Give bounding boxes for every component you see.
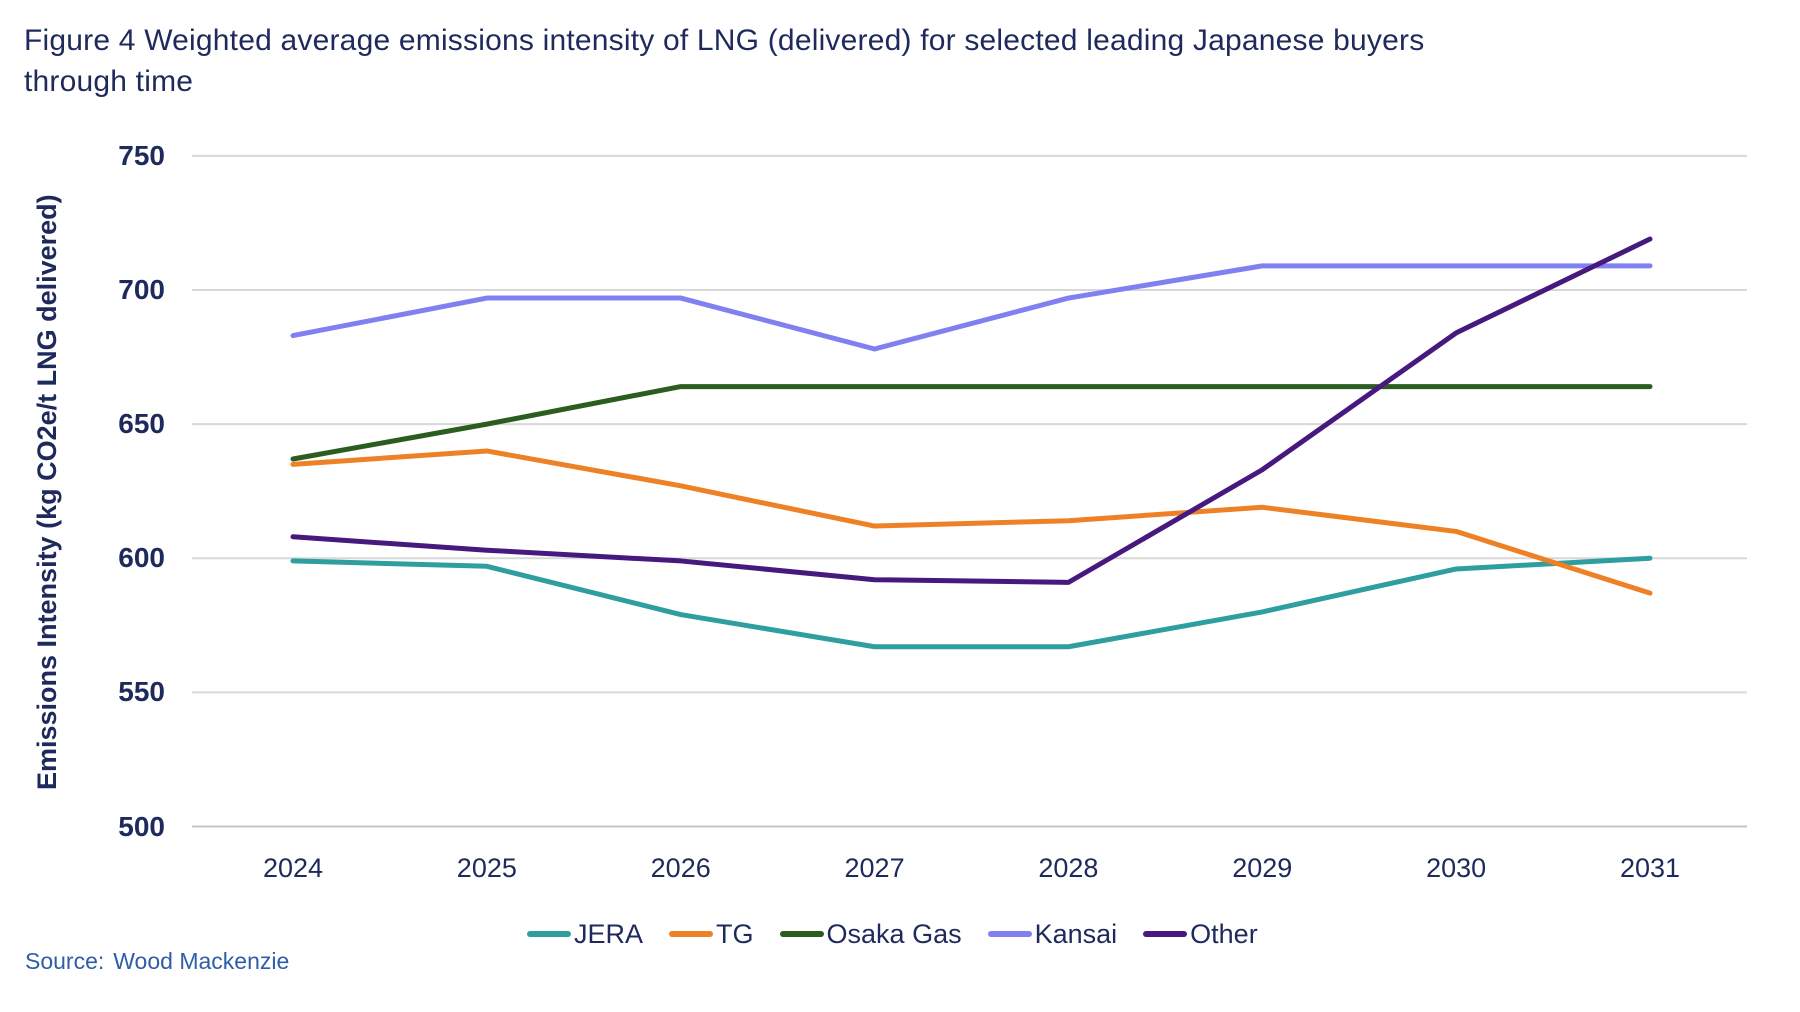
source-text: Wood Mackenzie [113, 948, 290, 974]
legend-swatch-osaka-gas [779, 931, 824, 937]
y-tick-label: 600 [118, 542, 165, 574]
series-line-other [290, 236, 1653, 585]
series-line-jera [290, 555, 1653, 650]
legend-swatch-tg [669, 931, 714, 937]
legend-label-kansai: Kansai [1034, 918, 1118, 949]
y-tick-label: 650 [118, 408, 165, 440]
y-tick-label: 700 [118, 274, 165, 305]
series-line-kansai [290, 263, 1653, 352]
x-tick-label: 2027 [844, 853, 905, 883]
x-tick-label: 2026 [650, 853, 711, 883]
legend-item-osaka-gas: Osaka Gas [779, 918, 962, 950]
x-tick-label: 2028 [1038, 853, 1099, 883]
legend-label-jera: JERA [574, 918, 644, 949]
figure-title-line1: Figure 4 Weighted average emissions inte… [24, 24, 1425, 57]
chart-legend: JERA TG Osaka Gas Kansai Other [527, 916, 1258, 952]
legend-label-other: Other [1190, 918, 1258, 949]
source-label: Source: [25, 948, 105, 974]
series-line-osaka-gas [290, 384, 1653, 462]
y-tick-label: 500 [118, 810, 165, 842]
legend-swatch-jera [527, 931, 571, 937]
x-tick-label: 2031 [1619, 853, 1681, 883]
x-tick-label: 2024 [262, 853, 324, 883]
legend-label-osaka-gas: Osaka Gas [826, 918, 962, 949]
y-tick-label: 750 [118, 139, 165, 171]
y-tick-label: 550 [118, 676, 165, 708]
legend-swatch-other [1143, 931, 1188, 937]
legend-item-jera: JERA [527, 919, 643, 950]
y-axis-title: Emissions Intensity (kg CO2e/t LNG deliv… [32, 194, 62, 790]
series-line-tg [290, 448, 1653, 596]
source-note: Source: Wood Mackenzie [25, 948, 289, 975]
legend-label-tg: TG [716, 918, 754, 949]
legend-item-kansai: Kansai [987, 918, 1118, 950]
legend-swatch-kansai [987, 931, 1032, 937]
x-tick-label: 2025 [456, 853, 517, 883]
x-tick-label: 2029 [1232, 853, 1293, 883]
legend-item-tg: TG [669, 919, 754, 950]
legend-item-other: Other [1143, 919, 1258, 950]
x-tick-label: 2030 [1426, 853, 1487, 883]
figure-title-line2: through time [24, 65, 194, 98]
figure-title: Figure 4 Weighted average emissions inte… [24, 20, 1424, 102]
